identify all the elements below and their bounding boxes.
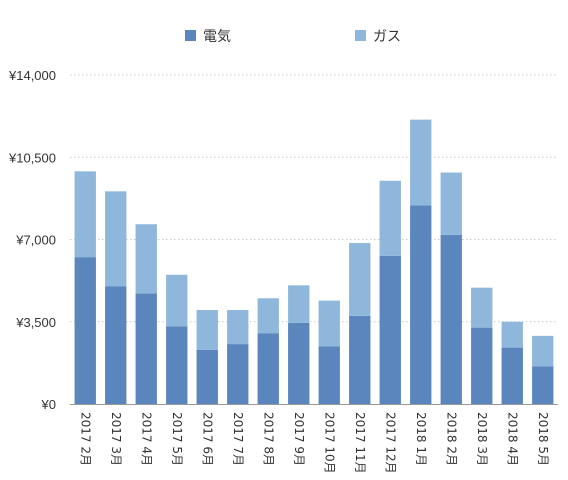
- legend-swatch: [185, 30, 196, 41]
- x-tick-label: 2017 10月: [322, 412, 336, 474]
- bar-denki: [349, 315, 371, 404]
- bar-denki: [74, 257, 96, 404]
- legend-swatch: [355, 30, 366, 41]
- bar-denki: [135, 293, 157, 404]
- bar-gas: [105, 191, 127, 287]
- x-tick-label: 2018 1月: [414, 412, 428, 466]
- bar-gas: [196, 310, 218, 350]
- bar-denki: [471, 327, 493, 404]
- x-tick-label: 2017 8月: [261, 412, 275, 466]
- x-tick-label: 2017 2月: [78, 412, 92, 466]
- x-tick-label: 2017 5月: [170, 412, 184, 466]
- bar-denki: [501, 347, 523, 404]
- y-tick-label: ¥7,000: [15, 233, 56, 248]
- x-tick-label: 2018 2月: [444, 412, 458, 466]
- bar-gas: [227, 310, 249, 345]
- x-tick-label: 2018 4月: [505, 412, 519, 466]
- x-tick-label: 2017 12月: [383, 412, 397, 474]
- y-tick-label: ¥3,500: [15, 315, 56, 330]
- legend-label: ガス: [373, 29, 401, 45]
- bar-denki: [288, 322, 310, 404]
- bar-denki: [440, 234, 462, 404]
- x-tick-label: 2017 7月: [231, 412, 245, 466]
- bar-gas: [288, 285, 310, 323]
- y-tick-label: ¥10,500: [8, 150, 56, 165]
- bar-gas: [74, 171, 96, 258]
- bar-gas: [166, 274, 188, 327]
- x-tick-label: 2018 5月: [536, 412, 550, 466]
- legend: 電気 ガス: [185, 29, 401, 45]
- bar-denki: [318, 346, 340, 404]
- bar-denki: [410, 205, 432, 404]
- bar-denki: [227, 344, 249, 404]
- x-tick-label: 2017 6月: [200, 412, 214, 466]
- bar-denki: [379, 255, 401, 404]
- axes: ¥0 ¥3,500 ¥7,000 ¥10,500 ¥14,000 2017 2月 2017 …: [8, 68, 558, 474]
- bar-denki: [196, 349, 218, 404]
- y-tick-label: ¥14,000: [8, 68, 56, 83]
- x-tick-label: 2017 11月: [353, 412, 367, 474]
- bar-gas: [532, 335, 554, 367]
- bar-gas: [135, 224, 157, 294]
- bar-gas: [501, 321, 523, 348]
- bars: [74, 119, 554, 404]
- bar-gas: [318, 300, 340, 347]
- x-tick-label: 2017 4月: [139, 412, 153, 466]
- bar-denki: [166, 326, 188, 404]
- bar-gas: [410, 119, 432, 206]
- bar-gas: [440, 172, 462, 235]
- bar-gas: [349, 243, 371, 316]
- y-tick-label: ¥0: [41, 397, 56, 412]
- x-tick-label: 2018 3月: [475, 412, 489, 466]
- bar-denki: [532, 366, 554, 404]
- x-tick-label: 2017 9月: [292, 412, 306, 466]
- bar-denki: [105, 286, 127, 404]
- x-tick-label: 2017 3月: [109, 412, 123, 466]
- bar-denki: [257, 333, 279, 404]
- bar-gas: [471, 287, 493, 328]
- bar-gas: [379, 180, 401, 256]
- bar-gas: [257, 298, 279, 334]
- legend-label: 電気: [203, 29, 231, 45]
